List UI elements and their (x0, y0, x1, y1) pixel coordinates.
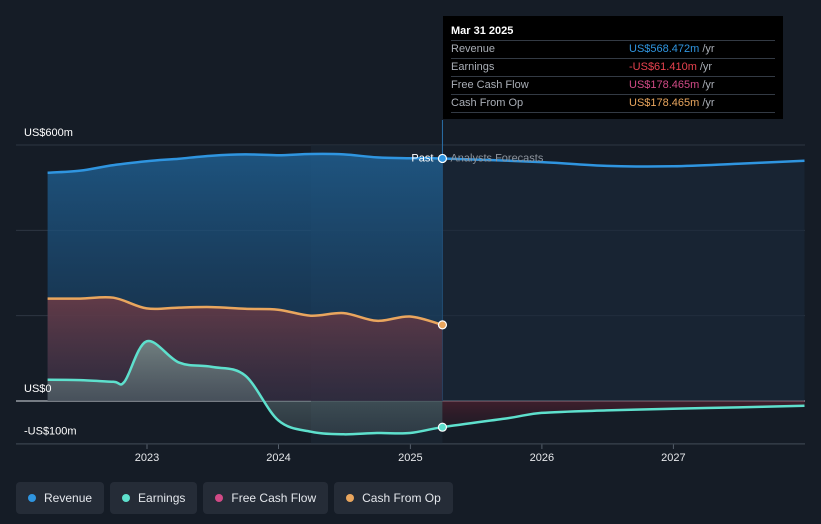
tooltip-label: Revenue (451, 43, 496, 55)
past-label: Past (411, 152, 433, 164)
markers (437, 153, 448, 432)
revenue-marker (437, 153, 448, 164)
legend-label: Revenue (44, 491, 93, 505)
legend-item-free-cash-flow[interactable]: Free Cash Flow (203, 482, 329, 514)
tooltip-value: -US$61.410m (629, 61, 697, 73)
tooltip-value: US$568.472m (629, 43, 700, 55)
tooltip-unit: /yr (702, 79, 715, 91)
legend-item-earnings[interactable]: Earnings (110, 482, 198, 514)
tooltip-row-earnings: Earnings -US$61.410m /yr (451, 58, 775, 76)
legend-item-cash-from-op[interactable]: Cash From Op (334, 482, 453, 514)
series-areas (47, 153, 805, 435)
legend-item-revenue[interactable]: Revenue (16, 482, 105, 514)
cash-from-op-line (47, 295, 443, 327)
series-lines (47, 152, 805, 436)
cash-from-op-marker (437, 320, 448, 330)
tooltip-row-free-cash-flow: Free Cash Flow US$178.465m /yr (451, 76, 775, 94)
tooltip-unit: /yr (702, 43, 715, 55)
x-tick-label: 2025 (398, 452, 422, 464)
tooltip-unit: /yr (702, 97, 715, 109)
tooltip-label: Free Cash Flow (451, 79, 529, 91)
earnings-dot-icon (122, 494, 131, 502)
y-tick-label: -US$100m (24, 426, 77, 438)
free-cash-flow-dot-icon (215, 494, 224, 502)
legend-label: Cash From Op (362, 491, 441, 505)
y-tick-label: US$0 (24, 383, 52, 395)
earnings-area-past (47, 340, 443, 435)
earnings-marker (437, 422, 448, 432)
y-tick-label: US$600m (24, 127, 73, 139)
revenue-dot-icon (28, 494, 36, 502)
tooltip-row-cash-from-op: Cash From Op US$178.465m /yr (451, 94, 775, 113)
legend-label: Earnings (138, 491, 186, 505)
x-tick-label: 2023 (135, 452, 159, 464)
revenue-line (47, 152, 805, 174)
x-tick-label: 2026 (530, 452, 554, 464)
x-tick-label: 2024 (266, 452, 290, 464)
forecast-label: Analysts Forecasts (450, 152, 543, 164)
earnings-line (47, 339, 805, 436)
tooltip-date: Mar 31 2025 (451, 25, 514, 37)
tooltip-row-revenue: Revenue US$568.472m /yr (451, 40, 775, 58)
tooltip-label: Earnings (451, 61, 495, 73)
axis-labels: Past Analysts Forecasts US$600m US$0 -US$100… (16, 127, 805, 464)
cash-from-op-dot-icon (346, 494, 355, 502)
earnings-area-forecast (442, 401, 805, 428)
tooltip-label: Cash From Op (451, 97, 524, 109)
legend-label: Free Cash Flow (231, 491, 317, 505)
revenue-area-forecast (442, 158, 805, 401)
tooltip: Mar 31 2025 Revenue US$568.472m /yr Earn… (443, 16, 783, 119)
legend: Revenue Earnings Free Cash Flow Cash Fro… (16, 482, 453, 514)
tooltip-unit: /yr (699, 61, 713, 73)
x-tick-label: 2027 (661, 452, 685, 464)
tooltip-value: US$178.465m (629, 79, 700, 91)
tooltip-value: US$178.465m (629, 97, 700, 109)
